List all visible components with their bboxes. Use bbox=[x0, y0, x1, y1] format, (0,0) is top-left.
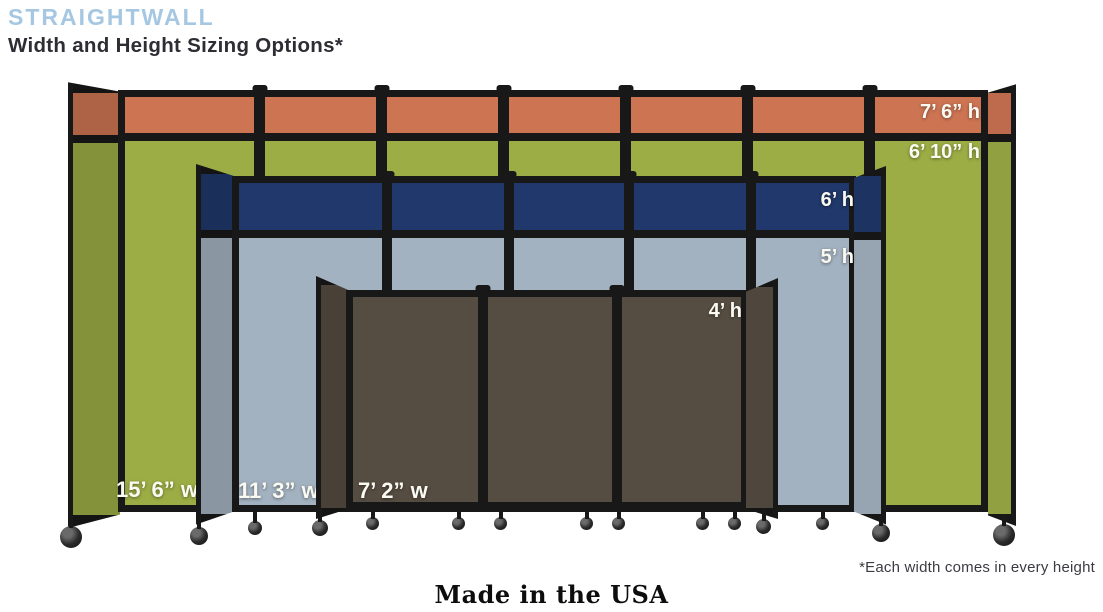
large-band-rail bbox=[125, 133, 981, 141]
caster-wheel bbox=[494, 517, 507, 530]
caster-wheel bbox=[312, 520, 328, 536]
large-left-wing-panel bbox=[68, 82, 120, 528]
large-body-height-label: 6’ 10” h bbox=[908, 141, 980, 163]
small-frame-post bbox=[478, 290, 488, 509]
small-width-label: 7’ 2” w bbox=[358, 478, 428, 503]
medium-right-wing-panel bbox=[854, 166, 886, 525]
medium-left-wing-panel bbox=[196, 164, 234, 525]
small-height-label: 4’ h bbox=[708, 300, 742, 322]
caster-wheel bbox=[366, 517, 379, 530]
made-in-usa-text: Made in the USA bbox=[434, 580, 669, 609]
caster-wheel bbox=[190, 527, 208, 545]
caster-wheel bbox=[60, 526, 82, 548]
medium-width-label: 11’ 3” w bbox=[238, 478, 319, 503]
small-main-face bbox=[346, 290, 748, 509]
brand-title: STRAIGHTWALL bbox=[8, 4, 215, 30]
medium-body-height-label: 5’ h bbox=[820, 246, 854, 268]
small-brown-body-panel bbox=[353, 297, 741, 502]
large-band-height-label: 7’ 6” h bbox=[919, 101, 980, 123]
small-left-wing-panel bbox=[316, 276, 348, 520]
caster-wheel bbox=[612, 517, 625, 530]
medium-band-rail bbox=[239, 230, 849, 238]
small-frame-post bbox=[612, 290, 622, 509]
large-right-wing-panel bbox=[988, 84, 1016, 526]
large-width-label: 15’ 6” w bbox=[116, 477, 198, 502]
caster-wheel bbox=[696, 517, 709, 530]
medium-band-height-label: 6’ h bbox=[820, 189, 854, 211]
page-subtitle: Width and Height Sizing Options* bbox=[8, 34, 344, 57]
small-right-wing-panel bbox=[746, 278, 778, 520]
caster-wheel bbox=[872, 524, 890, 542]
header: STRAIGHTWALL Width and Height Sizing Opt… bbox=[8, 4, 343, 58]
footnote: *Each width comes in every height bbox=[859, 559, 1095, 576]
caster-wheel bbox=[756, 519, 771, 534]
caster-wheel bbox=[816, 517, 829, 530]
large-orange-top-band bbox=[125, 97, 981, 133]
caster-wheel bbox=[728, 517, 741, 530]
caster-wheel bbox=[248, 521, 262, 535]
caster-wheel bbox=[993, 524, 1015, 546]
caster-wheel bbox=[452, 517, 465, 530]
caster-wheel bbox=[580, 517, 593, 530]
